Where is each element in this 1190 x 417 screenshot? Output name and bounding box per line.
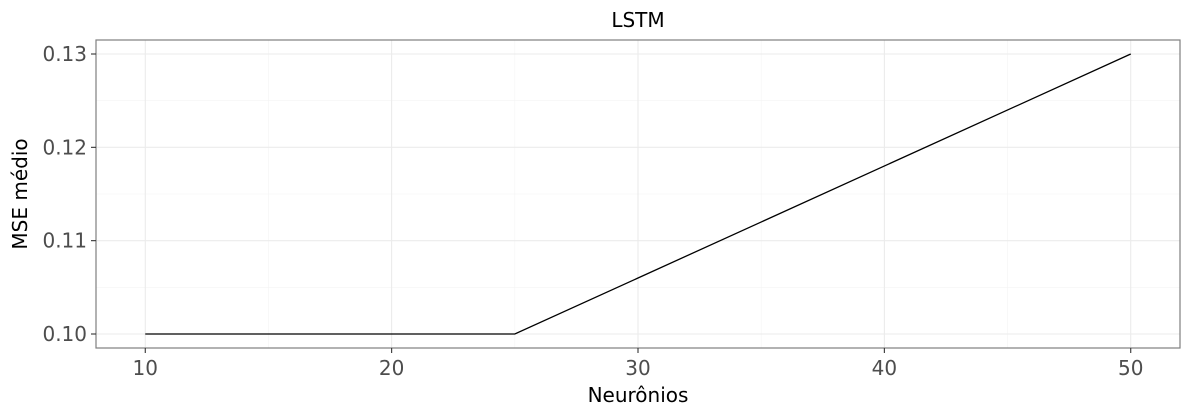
x-axis-ticks: 10 20 30 40 50 bbox=[133, 348, 1143, 380]
series-layer bbox=[145, 53, 1131, 335]
y-axis-title: MSE médio bbox=[8, 138, 32, 249]
y-tick-label: 0.12 bbox=[42, 135, 87, 159]
x-tick-label: 50 bbox=[1118, 356, 1143, 380]
y-tick-label: 0.10 bbox=[42, 322, 87, 346]
x-tick-label: 40 bbox=[872, 356, 897, 380]
x-tick-label: 30 bbox=[625, 356, 650, 380]
x-axis-title: Neurônios bbox=[588, 383, 689, 407]
y-axis-ticks: 0.10 0.11 0.12 0.13 bbox=[42, 42, 96, 346]
grid bbox=[96, 40, 1180, 348]
x-tick-label: 20 bbox=[379, 356, 404, 380]
series-line-0 bbox=[145, 53, 1131, 335]
x-tick-label: 10 bbox=[133, 356, 158, 380]
y-tick-label: 0.13 bbox=[42, 42, 87, 66]
chart-title: LSTM bbox=[611, 8, 664, 32]
y-tick-label: 0.11 bbox=[42, 229, 87, 253]
